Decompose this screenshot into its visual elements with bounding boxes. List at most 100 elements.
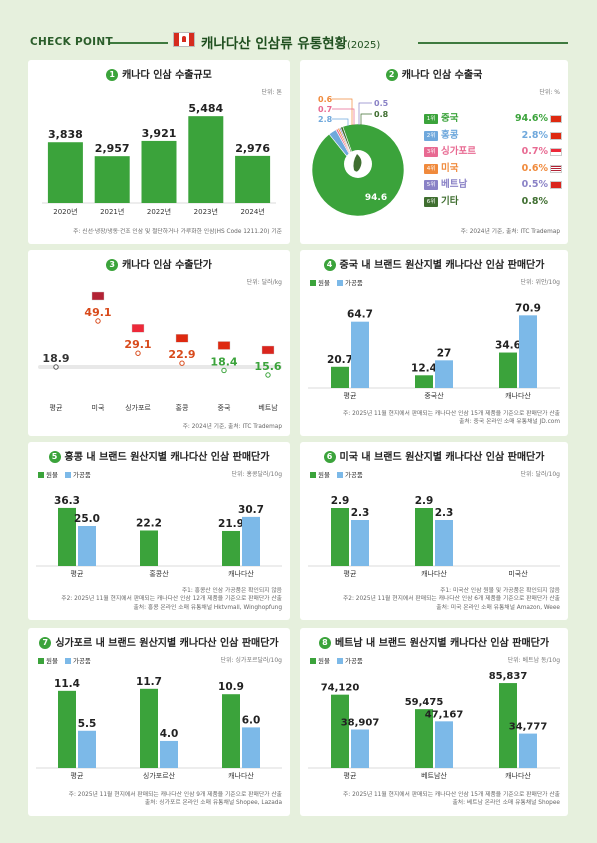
bar-raw [415,709,433,768]
rank-badge: 3위 [424,147,438,158]
bar-processed [78,526,96,566]
hk-flag-icon [550,131,562,140]
tick-label: 평균 [344,771,357,780]
data-label: 30.7 [238,504,264,516]
chart-china-price: 20.7 64.7 평균 12.427 중국산 34.6 70.9 캐나다산 [308,302,560,400]
tick-label: 중국 [218,404,231,412]
leader-line [358,102,372,125]
data-label: 29.1 [124,338,151,351]
country-flag-icon [91,291,105,301]
country-share-row: 5위 베트남 0.5% [424,178,562,192]
data-label: 0.5 [374,99,389,108]
unit-label: 단위: 톤 [261,89,283,96]
tick-label: 중국산 [424,391,444,400]
tick-label: 평균 [71,771,84,780]
data-label: 49.1 [84,306,111,319]
bar-processed [519,315,537,388]
country-name: 미국 [441,162,459,174]
legend: 원물 가공품 [38,469,91,479]
share-percent: 0.6% [521,162,548,174]
data-label: 6.0 [242,714,261,726]
country-share-row: 2위 홍콩 2.8% [424,129,562,143]
tick-label: 캐나다산 [228,569,254,578]
bar-raw [331,366,349,388]
panel-hongkong-price: 5 홍콩 내 브랜드 원산지별 캐나다산 인삼 판매단가 단위: 홍콩달러/10g… [28,442,290,620]
tick-label: 평균 [50,403,63,412]
country-name: 중국 [441,113,459,124]
bar [47,142,83,203]
tick-label: 평균 [71,569,84,578]
unit-label: 단위: 달러/10g [520,471,560,478]
bar-processed [519,733,537,768]
data-label: 22.2 [136,517,162,529]
panel-title: 6 미국 내 브랜드 원산지별 캐나다산 인삼 판매단가 [300,448,568,463]
bar-raw [58,690,76,768]
panel-singapore-price: 7 싱가포르 내 브랜드 원산지별 캐나다산 인삼 판매단가 단위: 싱가포르달러… [28,628,290,816]
data-label: 3,838 [48,128,83,141]
country-name: 홍콩 [441,129,459,141]
data-label: 2,957 [95,142,130,155]
leader-line [332,98,353,125]
data-point [53,364,59,370]
tick-label: 홍콩산 [149,569,169,578]
data-point [221,367,227,374]
data-label: 34,777 [509,722,548,733]
share-percent: 2.8% [521,129,548,141]
footnote: 주: 2025년 11월 현지에서 판매되는 캐나다산 인삼 9개 제품을 기준… [68,792,282,807]
bar-processed [435,520,453,566]
sg-flag-icon [550,148,562,157]
country-flag-icon [217,341,231,350]
bar-raw [499,352,517,388]
chart-singapore-price: 11.4 5.5 평균 11.7 4.0 싱가포르산 10.9 6.0 캐나다산 [36,676,282,780]
unit-label: 단위: 싱가포르달러/10g [220,657,282,664]
data-label: 2.9 [415,495,434,507]
data-label: 3,921 [142,127,177,140]
chart-hongkong-price: 36.3 25.0 평균 22.2 홍콩산 21.9 30.7 캐나다산 [36,495,282,578]
country-name: 싱가포르 [441,146,476,158]
panel-title: 5 홍콩 내 브랜드 원산지별 캐나다산 인삼 판매단가 [28,448,290,463]
data-point [95,318,101,324]
tick-label: 싱가포르산 [143,771,176,780]
data-label: 36.3 [54,495,80,507]
bar-processed [160,740,178,768]
country-flag-icon [261,345,275,355]
legend: 원물 가공품 [310,655,363,665]
bar-raw [140,688,158,768]
panel-title: 2 캐나다 인삼 수출국 [300,66,568,81]
data-label: 70.9 [515,302,541,314]
bar-raw [222,530,240,566]
data-label: 25.0 [74,513,100,525]
data-label: 5.5 [78,718,97,730]
unit-label: 단위: 베트남 동/10g [507,657,560,664]
data-label: 2.3 [435,507,454,519]
data-label: 12.4 [411,362,437,374]
chart-export-unit-price: 18.9 평균 49.1 미국 29.1 싱가포르 22.9 홍콩 18.4 중국 15.6 베트남 [38,291,282,412]
canada-flag-icon [173,32,195,47]
data-label: 94.6 [365,193,387,203]
data-label: 2.3 [351,507,370,519]
country-share-row: 6위 기타 0.8% [424,195,562,209]
footnote: 주: 2024년 기준, 출처: ITC Trademap [182,424,282,430]
data-label: 27 [437,347,452,359]
panel-vietnam-price: 8 베트남 내 브랜드 원산지별 캐나다산 인삼 판매단가 단위: 베트남 동/1… [300,628,568,816]
tick-label: 캐나다산 [505,771,531,780]
leader-line [332,118,349,126]
rank-badge: 6위 [424,196,438,207]
bar-raw [415,375,433,388]
tick-label: 미국 [92,403,105,412]
share-percent: 0.5% [521,179,548,191]
header-line-right [418,42,568,44]
data-label: 0.6 [318,95,333,104]
data-label: 20.7 [327,354,353,366]
data-label: 18.9 [42,352,69,365]
tick-label: 미국산 [508,569,528,578]
country-flag-icon [175,334,189,343]
bar [141,140,177,203]
data-label: 18.4 [210,355,237,368]
bar-processed [435,721,453,768]
data-point [179,360,185,366]
bar [188,116,224,203]
panel-china-price: 4 중국 내 브랜드 원산지별 캐나다산 인삼 판매단가 단위: 위안/10g 원… [300,250,568,436]
tick-label: 싱가포르 [125,403,151,412]
